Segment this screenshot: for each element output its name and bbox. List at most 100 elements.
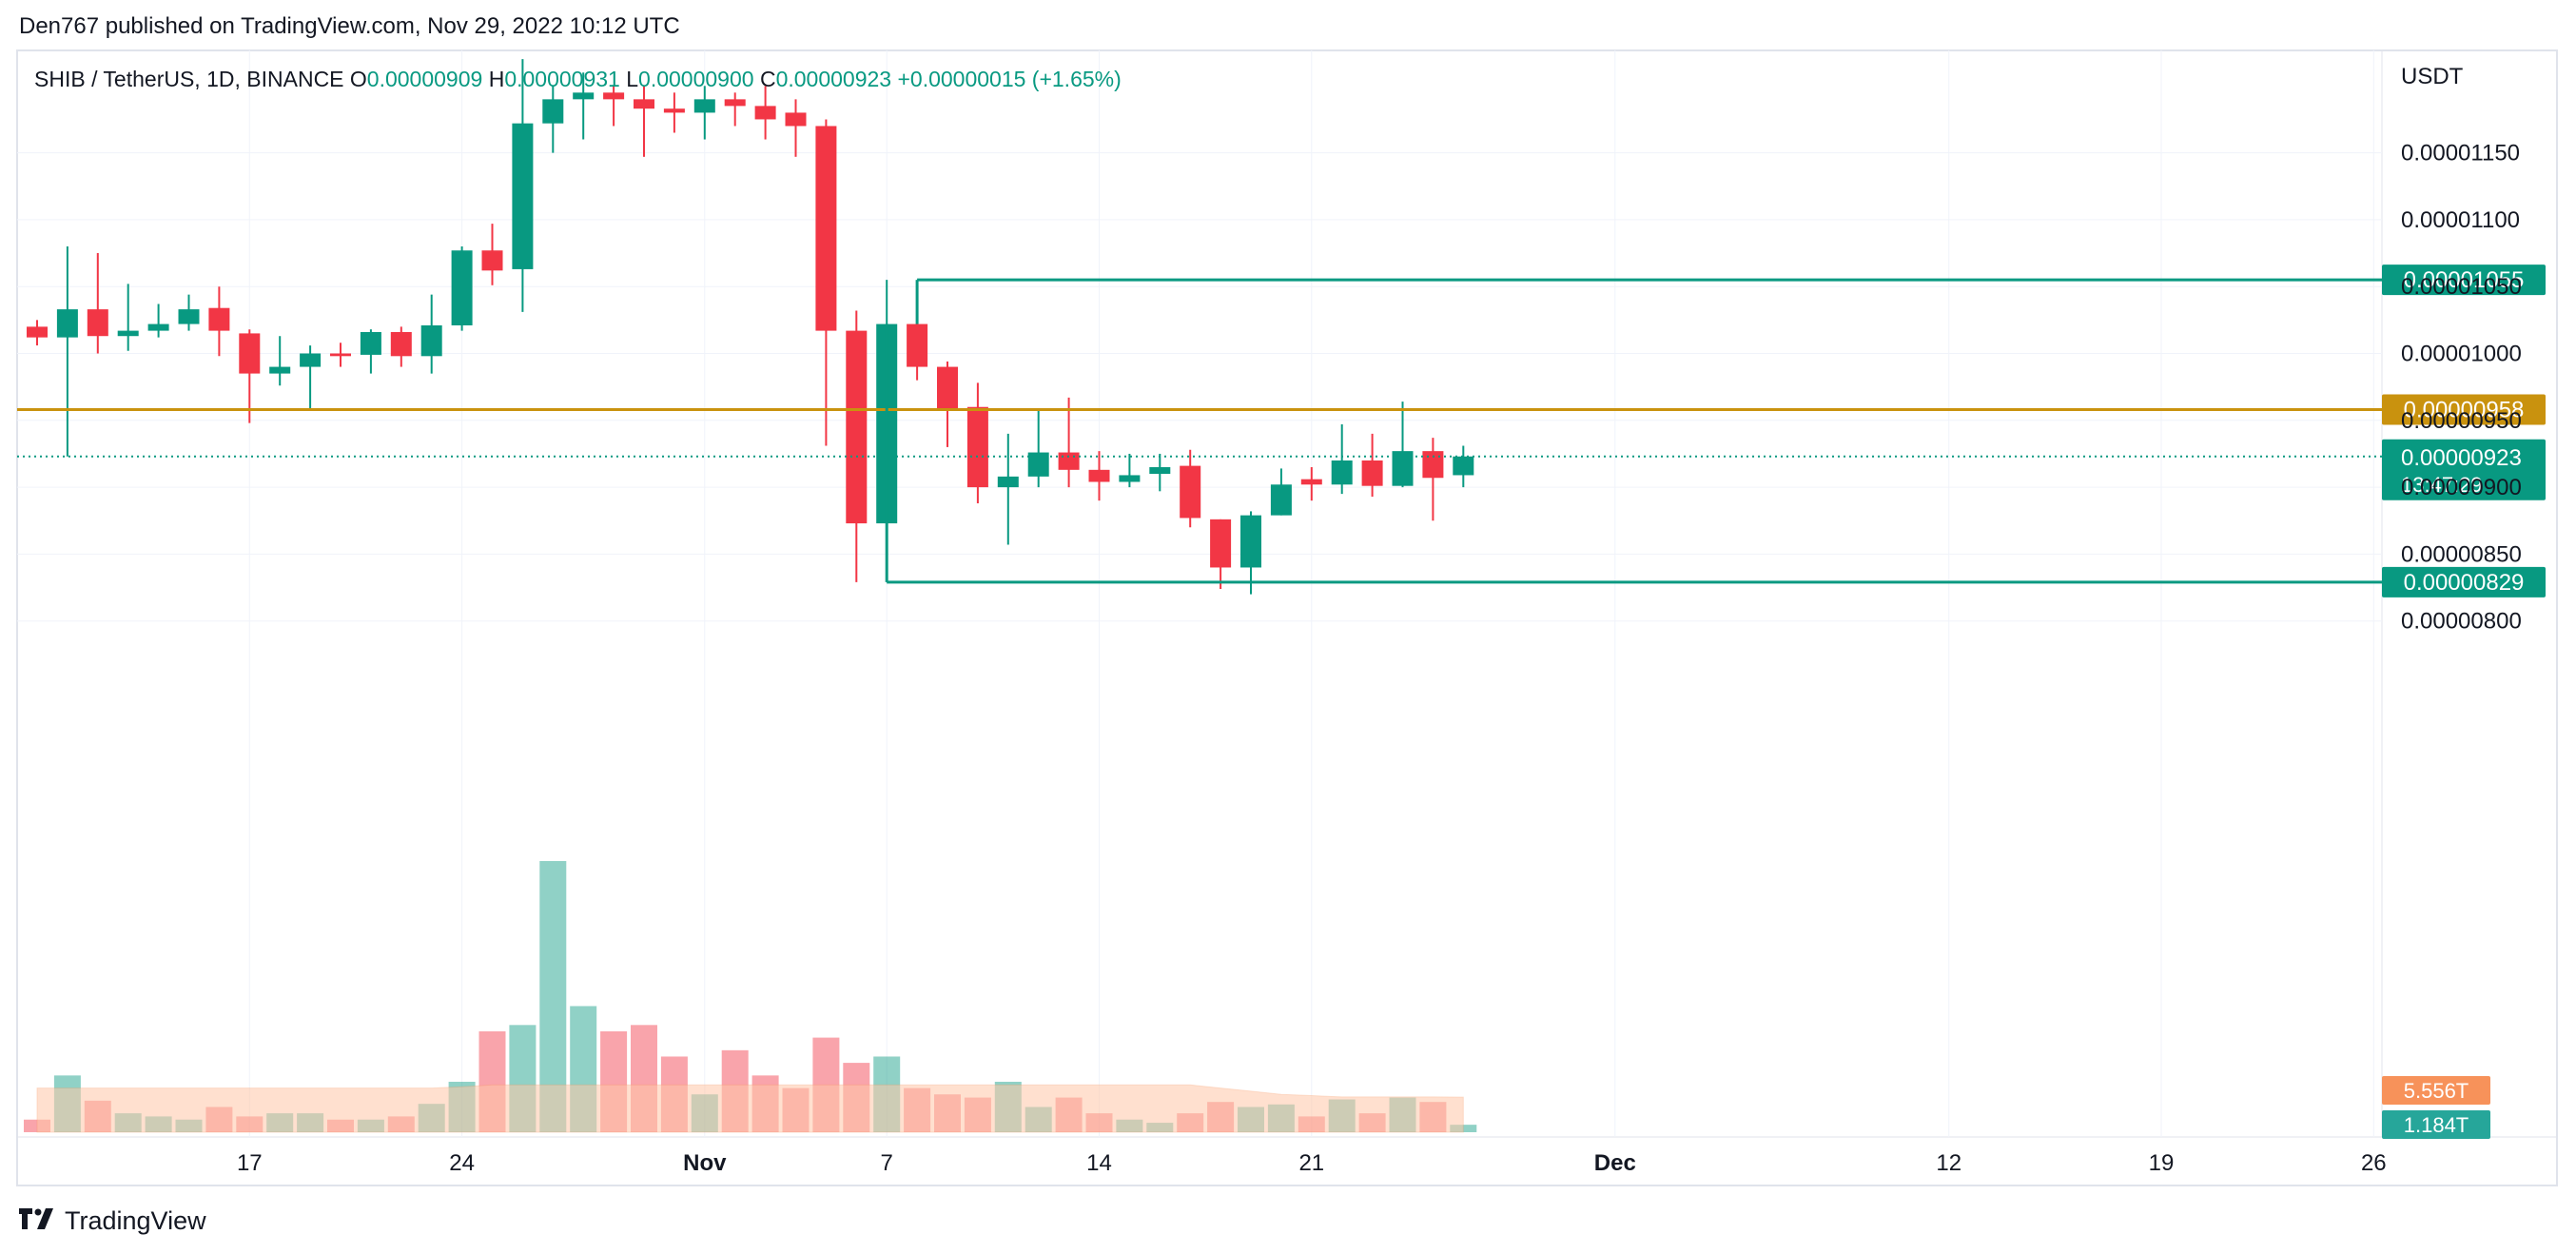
legend-open: 0.00000909 — [366, 67, 483, 91]
brand-name: TradingView — [65, 1206, 206, 1235]
price-axis: 0.00001150 0.00001100 0.00001050 0.00001000… — [2401, 141, 2522, 635]
legend-change: +0.00000015 (+1.65%) — [897, 67, 1122, 91]
legend-symbol: SHIB / TetherUS, 1D, BINANCE — [34, 67, 344, 91]
candle-body — [481, 250, 503, 271]
candle-body — [208, 307, 230, 331]
candle-body — [573, 92, 595, 100]
candle — [1210, 519, 1232, 589]
candle-body — [1119, 475, 1141, 482]
candle-body — [1180, 465, 1201, 519]
candle — [1422, 438, 1444, 521]
candle — [87, 253, 108, 354]
chart-legend: SHIB / TetherUS, 1D, BINANCE O0.00000909… — [34, 67, 1122, 92]
candle-body — [1361, 460, 1383, 486]
legend-close-label: C — [759, 67, 776, 91]
x-tick-label: 26 — [2361, 1150, 2387, 1176]
candle — [1453, 445, 1474, 488]
candle-body — [117, 330, 139, 337]
candle-body — [1027, 452, 1049, 477]
candle-body — [1210, 519, 1232, 568]
candle-body — [390, 332, 412, 357]
candle-body — [937, 366, 958, 410]
currency-label: USDT — [2401, 64, 2464, 89]
candle — [1149, 453, 1171, 492]
candle — [117, 284, 139, 351]
countdown-label: 13:47:29 — [2401, 473, 2483, 497]
candle — [420, 294, 442, 374]
candle-body — [634, 99, 654, 109]
candle — [997, 433, 1019, 545]
candle — [269, 336, 291, 386]
volume-badge-label: 5.556T — [2404, 1079, 2469, 1103]
candle-body — [330, 353, 351, 357]
level-badge — [2382, 566, 2546, 598]
legend-close: 0.00000923 — [775, 67, 892, 91]
candle — [1180, 449, 1201, 528]
time-axis: 17 24 Nov 7 14 21 Dec 12 19 26 — [237, 1150, 2387, 1176]
candle-body — [87, 309, 108, 337]
candle — [846, 310, 868, 582]
candle-body — [846, 330, 868, 524]
y-tick-label: 0.00000950 — [2401, 408, 2522, 434]
candle-body — [542, 99, 564, 124]
candle-body — [269, 366, 291, 374]
y-tick-label: 0.00001100 — [2401, 207, 2520, 233]
volume-ma-area — [36, 1084, 1464, 1133]
candle-body — [451, 250, 473, 325]
candle-body — [512, 123, 534, 269]
candle-body — [1453, 456, 1474, 476]
candle-body — [1270, 484, 1292, 516]
candle — [693, 86, 715, 140]
candle-body — [1300, 479, 1322, 485]
legend-open-label: O — [349, 67, 367, 91]
candle — [966, 382, 988, 503]
candle — [239, 329, 261, 423]
candle — [573, 72, 595, 140]
candle-body — [754, 106, 776, 120]
candle-body — [1331, 460, 1353, 485]
candle-body — [27, 326, 48, 338]
tradingview-logo-icon — [19, 1206, 57, 1236]
candle — [542, 86, 564, 153]
y-tick-label: 0.00001000 — [2401, 342, 2522, 367]
candle — [785, 99, 807, 157]
candle — [754, 86, 776, 140]
candle-body — [907, 323, 928, 367]
grid-lines — [17, 50, 2382, 1137]
x-tick-label: 24 — [449, 1150, 475, 1176]
candle — [815, 119, 837, 446]
tradingview-brand[interactable]: TradingView — [19, 1206, 206, 1236]
legend-low-label: L — [626, 67, 639, 91]
candle-body — [300, 353, 322, 367]
candle-body — [1058, 452, 1080, 470]
y-tick-label: 0.00000850 — [2401, 541, 2522, 567]
candle-body — [693, 99, 715, 113]
candle-body — [603, 92, 625, 100]
candle — [512, 59, 534, 312]
candle-body — [1422, 451, 1444, 479]
candle — [1027, 409, 1049, 488]
candle-body — [360, 332, 381, 355]
y-tick-label: 0.00001050 — [2401, 274, 2522, 300]
candle-body — [56, 309, 78, 338]
candles — [27, 59, 1474, 595]
volume-badge — [2382, 1076, 2490, 1105]
candle — [603, 86, 625, 127]
x-tick-label: 12 — [1936, 1150, 1961, 1176]
y-tick-label: 0.00000800 — [2401, 609, 2522, 635]
candle — [208, 286, 230, 357]
candle-body — [815, 126, 837, 331]
level-badge — [2382, 265, 2546, 296]
candle — [330, 343, 351, 367]
candle — [390, 326, 412, 367]
volume-badge-label: 1.184T — [2404, 1113, 2469, 1137]
level-badge-label: 0.00000829 — [2404, 570, 2525, 596]
legend-high: 0.00000931 — [504, 67, 620, 91]
candle — [300, 345, 322, 411]
candle — [937, 361, 958, 447]
candle — [663, 92, 685, 133]
candle — [178, 294, 200, 331]
x-tick-label: 19 — [2149, 1150, 2175, 1176]
volume-bars — [24, 861, 1477, 1133]
